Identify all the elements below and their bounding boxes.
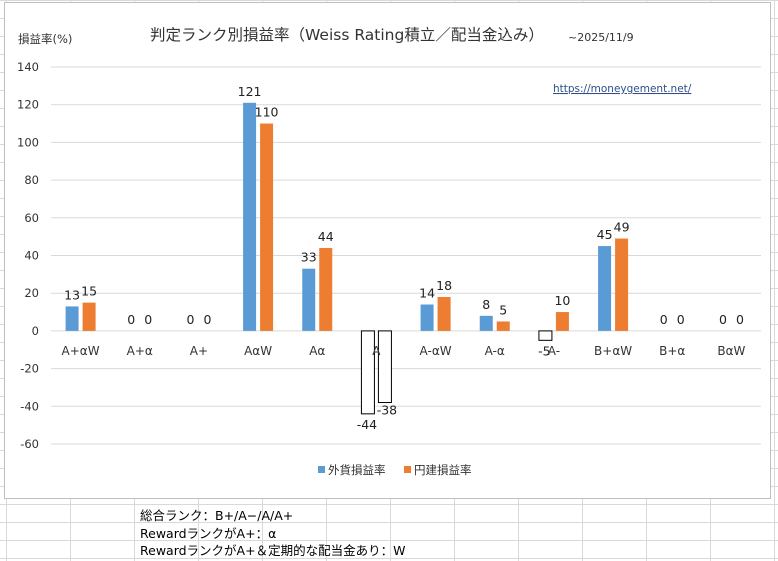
y-tick-label: 80: [24, 173, 39, 187]
bar-series-1: [65, 306, 79, 331]
bar-series-1: [302, 268, 316, 331]
chart-area[interactable]: 13 15 0 0 0 0 121 110 33 44 -44 -38 14 18 8 5 -5 10 45 49 0 0…: [4, 2, 771, 499]
data-label: -38: [377, 403, 397, 418]
y-tick-label: 20: [24, 286, 39, 300]
data-label: 5: [499, 302, 507, 317]
x-tick-label: B+α: [659, 344, 685, 358]
bar-series-2: [437, 296, 451, 331]
data-label: 8: [482, 297, 490, 312]
data-label: 0: [203, 312, 211, 327]
bar-series-2: [319, 247, 333, 331]
y-tick-label: -20: [20, 362, 39, 376]
data-label: 0: [127, 312, 135, 327]
bar-series-1: [243, 102, 257, 331]
watermark-link[interactable]: https://moneygement.net/: [553, 83, 692, 95]
data-label: 13: [64, 287, 80, 302]
x-tick-label: A: [372, 344, 381, 358]
note-line: RewardランクがA+＆定期的な配当金あり：W: [140, 543, 406, 558]
bar-series-2: [260, 123, 274, 331]
x-tick-label: A+: [190, 344, 208, 358]
bar-series-1: [598, 246, 612, 331]
data-label: -5: [538, 343, 550, 358]
bar-series-2: [377, 330, 392, 404]
legend-label: 円建損益率: [414, 463, 472, 477]
x-tick-label: A-α: [485, 344, 505, 358]
y-tick-label: 60: [24, 211, 39, 225]
data-label: 0: [186, 312, 194, 327]
chart-title: 判定ランク別損益率（Weiss Rating積立／配当金込み）: [150, 26, 544, 44]
data-label: 0: [677, 312, 685, 327]
note-line: 総合ランク：B+/A−/A/A+: [140, 508, 294, 523]
x-tick-label: A-: [548, 344, 560, 358]
data-label: 18: [436, 278, 452, 293]
y-tick-label: 120: [17, 98, 39, 112]
y-tick-labels: 140 120 100 80 60 40 20 0 -20 -40 -60: [17, 60, 39, 451]
y-tick-label: -60: [20, 437, 39, 451]
note-line: RewardランクがA+：α: [140, 525, 277, 541]
bar-series-2: [615, 238, 629, 331]
data-label: 44: [318, 229, 334, 244]
bar-series-2: [496, 321, 510, 331]
legend-swatch: [404, 466, 411, 473]
bar-series-2: [555, 312, 569, 331]
data-label: 49: [614, 220, 630, 235]
bar-series-2: [82, 302, 96, 331]
x-tick-label: A-αW: [420, 344, 452, 358]
bar-series-1: [360, 330, 375, 415]
legend: 外貨損益率 円建損益率: [318, 463, 472, 477]
gridlines: [51, 66, 761, 445]
data-label: 121: [238, 84, 262, 99]
chart-subtitle: ~2025/11/9: [568, 31, 634, 44]
data-label: 10: [554, 293, 570, 308]
y-tick-label: 0: [32, 324, 39, 338]
x-tick-label: Aα: [309, 344, 325, 358]
y-tick-label: 100: [17, 135, 39, 149]
y-tick-label: -40: [20, 399, 39, 413]
bar-series-1: [420, 304, 434, 331]
data-label: 45: [597, 227, 613, 242]
y-axis-label: 損益率(%): [18, 32, 72, 46]
y-tick-label: 140: [17, 60, 39, 74]
x-tick-label: B+αW: [594, 344, 632, 358]
y-tick-label: 40: [24, 249, 39, 263]
x-tick-label: A+α: [127, 344, 153, 358]
data-label: 0: [144, 312, 152, 327]
x-tick-label: BαW: [717, 344, 745, 358]
bar-series-1: [538, 330, 553, 341]
data-label: 14: [419, 286, 435, 301]
data-label: 0: [719, 312, 727, 327]
bar-series-1: [479, 315, 493, 331]
x-tick-label: AαW: [244, 344, 272, 358]
legend-label: 外貨損益率: [328, 463, 386, 477]
legend-swatch: [318, 466, 325, 473]
x-tick-labels: A+αW A+α A+ AαW Aα A A-αW A-α A- B+αW B+α BαW: [62, 344, 746, 358]
data-label: 0: [736, 312, 744, 327]
notes: 総合ランク：B+/A−/A/A+ RewardランクがA+：α Rewardラン…: [140, 507, 405, 560]
data-label: 110: [255, 105, 279, 120]
data-label: 0: [660, 312, 668, 327]
x-tick-label: A+αW: [62, 344, 100, 358]
data-label: -44: [357, 417, 377, 432]
data-label: 15: [81, 284, 97, 299]
data-label: 33: [301, 250, 317, 265]
bars: [65, 102, 629, 415]
